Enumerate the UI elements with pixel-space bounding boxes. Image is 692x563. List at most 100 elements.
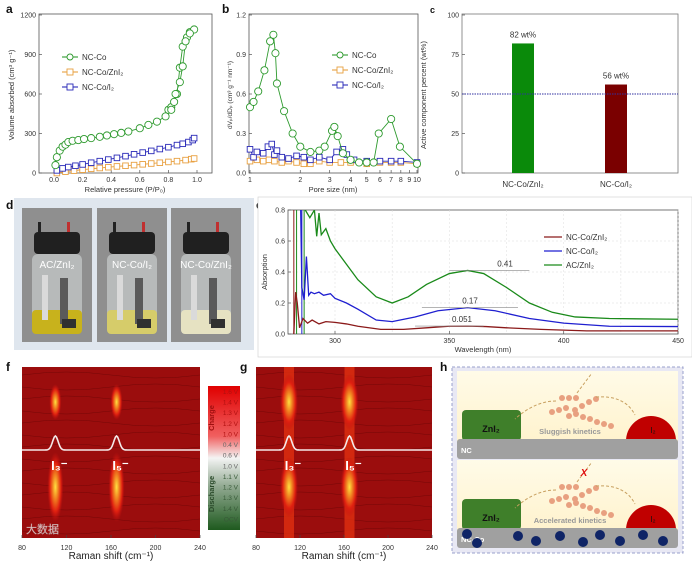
colorbar-level-label: 1.2 V <box>223 485 239 492</box>
polyiodide-bead <box>587 416 593 422</box>
data-point <box>285 155 292 162</box>
vial-cap <box>183 232 229 254</box>
vial-cap <box>109 232 155 254</box>
annotation-label: 0.17 <box>462 297 478 306</box>
data-point <box>59 165 66 172</box>
colorbar-level-label: 1.0 V <box>223 463 239 470</box>
legend-label: NC-Co/ZnI₂ <box>82 68 123 77</box>
x-tick-label: 9 <box>407 177 411 184</box>
x-tick-label: 3 <box>328 177 332 184</box>
x-tick-label: 5 <box>365 177 369 184</box>
x-axis-label: Relative pressure (P/P₀) <box>85 185 166 194</box>
legend-label: NC-Co/I₂ <box>352 81 384 90</box>
data-point <box>300 160 308 168</box>
y-tick-label: 50 <box>451 92 459 99</box>
substrate-label: NC <box>461 446 472 455</box>
data-point <box>124 127 133 136</box>
electrode-tab <box>211 319 225 328</box>
cobalt-nanoparticle <box>595 530 605 540</box>
panel-h-schematic: ZnI₂ I₂ NC Sluggish kinetics ZnI₂ I₂ NC-Co Acce… <box>451 366 684 554</box>
category-label: NC-Co/ZnI₂ <box>502 180 543 189</box>
substrate-label: NC-Co <box>461 535 485 544</box>
data-point <box>66 68 74 76</box>
electrode <box>60 278 68 324</box>
electrode <box>42 275 48 320</box>
data-point <box>110 130 119 139</box>
y-tick-label: 0 <box>455 171 459 178</box>
data-point <box>122 152 129 160</box>
x-axis-label: Wavelength (nm) <box>455 345 512 354</box>
data-point <box>173 141 181 149</box>
polyiodide-bead <box>608 512 614 518</box>
x-tick-label: 120 <box>294 545 306 552</box>
data-point <box>156 145 164 153</box>
data-point <box>167 105 176 114</box>
polyiodide-bead <box>593 485 599 491</box>
polyiodide-bead <box>594 508 600 514</box>
data-point <box>395 142 404 151</box>
data-point <box>190 155 198 162</box>
cobalt-nanoparticle <box>615 536 625 546</box>
data-point <box>170 97 179 106</box>
y-tick-label: 0.8 <box>275 208 285 215</box>
data-point <box>300 153 308 161</box>
polyiodide-bead <box>549 409 555 415</box>
data-point <box>307 156 314 164</box>
colorbar-level-label: 1.2 V <box>223 421 239 428</box>
data-point <box>96 157 104 165</box>
vial-cap <box>34 232 80 254</box>
panel-a-isotherm-chart: Relative pressure (P/P₀) Volume absorbed… <box>7 13 213 194</box>
series-0 <box>245 30 422 168</box>
data-point <box>260 66 269 75</box>
colorbar-level-label: OCV <box>224 516 239 523</box>
data-point <box>254 87 263 96</box>
x-tick-label: 200 <box>382 545 394 552</box>
escape-arrow <box>576 461 593 483</box>
data-point <box>171 89 180 99</box>
data-point <box>87 159 95 166</box>
data-point <box>412 159 422 168</box>
i2-label: I₂ <box>650 515 655 524</box>
legend-label: NC-Co/I₂ <box>566 247 598 256</box>
cobalt-nanoparticle <box>578 537 588 547</box>
bar <box>605 84 627 173</box>
polyiodide-bead <box>556 407 562 413</box>
data-point <box>65 163 72 171</box>
contour-line <box>255 455 433 463</box>
legend-label: NC-Co/I₂ <box>82 83 114 92</box>
raman-spectrum-line <box>256 434 432 451</box>
y-axis-label: dVₚ/dDₚ (cm³ g⁻¹ nm⁻¹) <box>227 61 234 129</box>
panel-c-bar-chart: Active component percent (wt%) 0 25 50 75 10… <box>419 13 679 189</box>
contour-line <box>21 407 201 415</box>
data-point <box>147 147 155 155</box>
colorbar-level-label: 1.6 V <box>223 389 239 396</box>
polyiodide-bead <box>608 423 614 429</box>
x-tick-label: 120 <box>61 545 73 552</box>
vial-label: NC-Co/I₂ <box>112 260 152 271</box>
discharge-label: Discharge <box>207 476 216 512</box>
vial-photo: NC-Co/I₂ <box>97 208 167 342</box>
electrode-tab <box>62 319 76 328</box>
x-axis-label: Raman shift (cm⁻¹) <box>302 551 387 562</box>
y-tick-label: 75 <box>451 52 459 59</box>
polyiodide-bead <box>563 405 569 411</box>
cobalt-nanoparticle <box>658 536 668 546</box>
data-point <box>181 37 190 46</box>
polyiodide-bead <box>566 395 572 401</box>
x-tick-label: 10 <box>413 177 421 184</box>
polyiodide-bead <box>549 498 555 504</box>
data-point <box>330 122 339 131</box>
data-point <box>320 142 329 151</box>
legend-label: AC/ZnI₂ <box>566 261 594 270</box>
y-tick-label: 1.2 <box>236 13 246 20</box>
wire <box>113 222 116 236</box>
data-point <box>397 157 405 165</box>
polyiodide-bead <box>580 503 586 509</box>
y-tick-label: 0.2 <box>275 301 285 308</box>
x-tick-label: 8 <box>399 177 403 184</box>
data-point <box>185 29 194 38</box>
y-tick-label: 0 <box>32 171 36 178</box>
y-tick-label: 1200 <box>20 13 36 20</box>
data-point <box>376 157 384 165</box>
